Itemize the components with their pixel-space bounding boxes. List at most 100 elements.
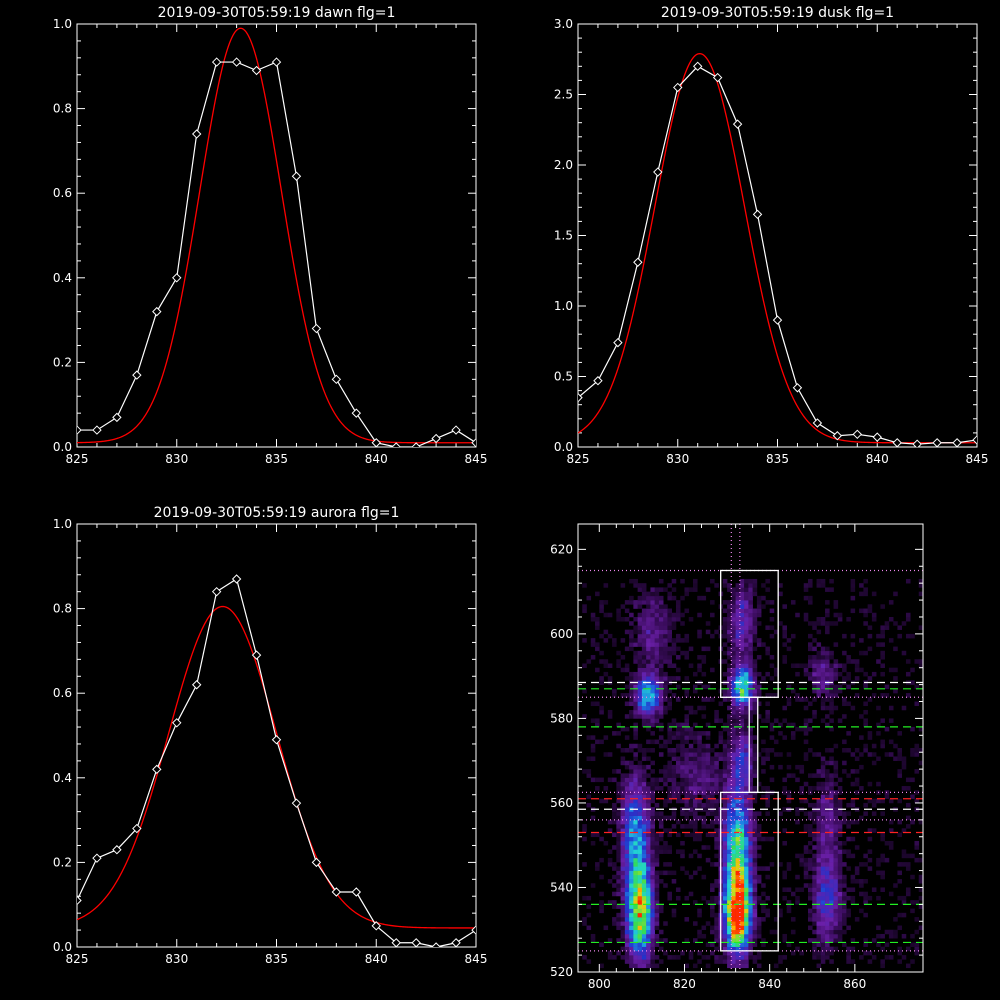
- heatmap-cell: [820, 680, 826, 685]
- heatmap-cell: [693, 769, 698, 774]
- heatmap-cell: [701, 781, 707, 787]
- heatmap-cell: [646, 600, 651, 605]
- heatmap-cell: [837, 870, 843, 876]
- heatmap-cell: [616, 650, 621, 656]
- heatmap-cell: [654, 874, 660, 880]
- heatmap-cell: [727, 942, 732, 947]
- heatmap-cell: [897, 756, 902, 761]
- heatmap-cell: [680, 798, 685, 804]
- heatmap-cell: [884, 942, 890, 947]
- heatmap-cell: [748, 891, 753, 897]
- heatmap-cell: [641, 629, 647, 635]
- heatmap-cell: [616, 866, 621, 871]
- heatmap-cell: [820, 798, 826, 804]
- heatmap-cell: [816, 874, 822, 880]
- heatmap-cell: [731, 891, 736, 897]
- heatmap-cell: [616, 722, 621, 728]
- heatmap-cell: [650, 612, 655, 618]
- heatmap-cell: [727, 950, 732, 956]
- heatmap-cell: [641, 840, 647, 846]
- heatmap-cell: [888, 616, 894, 622]
- heatmap-cell: [667, 845, 672, 850]
- heatmap-cell: [731, 600, 736, 605]
- heatmap-cell: [624, 942, 630, 947]
- heatmap-cell: [727, 904, 732, 909]
- heatmap-cell: [918, 726, 923, 732]
- heatmap-cell: [654, 625, 660, 630]
- heatmap-cell: [859, 764, 864, 770]
- heatmap-cell: [701, 874, 707, 880]
- heatmap-cell: [633, 743, 638, 749]
- heatmap-cell: [825, 663, 830, 668]
- heatmap-cell: [790, 950, 796, 956]
- heatmap-cell: [756, 836, 762, 842]
- heatmap-cell: [837, 879, 843, 884]
- data-point: [231, 57, 242, 67]
- heatmap-cell: [654, 912, 660, 918]
- heatmap-cell: [658, 824, 664, 829]
- heatmap-cell: [769, 862, 775, 867]
- heatmap-cell: [616, 781, 621, 787]
- heatmap-cell: [710, 925, 715, 931]
- heatmap-cell: [837, 874, 843, 880]
- heatmap-cell: [637, 819, 643, 825]
- heatmap-cell: [624, 819, 630, 825]
- heatmap-cell: [727, 714, 732, 719]
- heatmap-cell: [782, 955, 787, 960]
- heatmap-cell: [697, 731, 702, 736]
- heatmap-cell: [675, 887, 681, 892]
- heatmap-cell: [731, 938, 736, 943]
- heatmap-cell: [735, 655, 741, 660]
- heatmap-cell: [795, 811, 800, 816]
- heatmap-cell: [599, 680, 604, 685]
- heatmap-cell: [599, 798, 604, 804]
- heatmap-cell: [667, 625, 672, 630]
- heatmap-cell: [803, 726, 809, 732]
- heatmap-cell: [646, 802, 651, 808]
- heatmap-cell: [641, 583, 647, 588]
- heatmap-cell: [880, 663, 885, 668]
- heatmap-cell: [671, 786, 677, 791]
- heatmap-cell: [684, 638, 690, 643]
- heatmap-cell: [812, 752, 817, 757]
- heatmap-cell: [710, 794, 715, 800]
- heatmap-cell: [914, 917, 920, 922]
- heatmap-cell: [790, 917, 796, 922]
- heatmap-cell: [905, 659, 911, 664]
- heatmap-cell: [820, 764, 826, 770]
- heatmap-cell: [671, 595, 677, 601]
- heatmap-cell: [620, 857, 626, 863]
- heatmap-cell: [867, 836, 873, 842]
- heatmap-cell: [820, 667, 826, 673]
- heatmap-cell: [667, 815, 672, 821]
- heatmap-cell: [646, 955, 651, 960]
- heatmap-cell: [697, 760, 702, 766]
- heatmap-cell: [693, 815, 698, 821]
- heatmap-cell: [727, 912, 732, 918]
- heatmap-cell: [641, 870, 647, 876]
- heatmap-cell: [748, 773, 753, 778]
- heatmap-cell: [654, 693, 660, 698]
- heatmap-cell: [752, 891, 758, 897]
- heatmap-cell: [739, 663, 745, 668]
- heatmap-cell: [876, 870, 881, 876]
- heatmap-cell: [829, 786, 834, 791]
- heatmap-cell: [833, 938, 839, 943]
- heatmap-cell: [663, 764, 668, 770]
- heatmap-cell: [714, 583, 719, 588]
- heatmap-cell: [633, 929, 638, 935]
- heatmap-cell: [829, 663, 834, 668]
- heatmap-cell: [842, 840, 847, 846]
- heatmap-cell: [744, 638, 749, 643]
- heatmap-cell: [854, 781, 860, 787]
- heatmap-cell: [765, 912, 770, 918]
- heatmap-cell: [850, 642, 856, 647]
- heatmap-cell: [663, 828, 668, 833]
- heatmap-cell: [752, 629, 758, 635]
- heatmap-cell: [658, 659, 664, 664]
- heatmap-cell: [735, 642, 741, 647]
- heatmap-cell: [727, 756, 732, 761]
- heatmap-cell: [863, 671, 868, 677]
- heatmap-cell: [607, 676, 613, 681]
- heatmap-cell: [637, 790, 643, 795]
